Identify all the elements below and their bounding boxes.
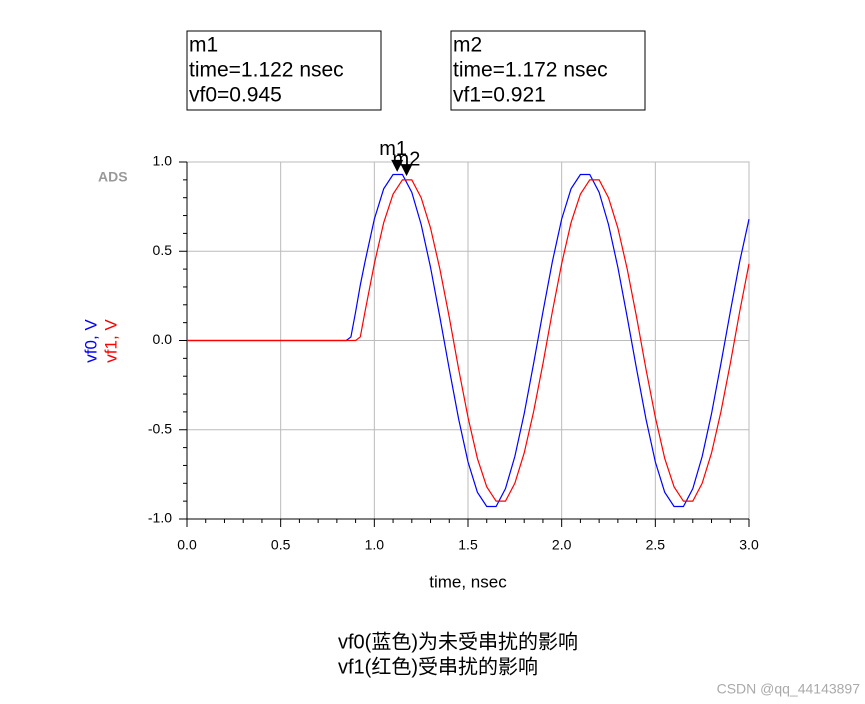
x-tick-label: 1.5 — [458, 537, 478, 553]
marker-box — [450, 30, 646, 111]
y-tick-label: -1.0 — [148, 510, 172, 526]
x-tick-label: 2.0 — [552, 537, 572, 553]
marker-triangle — [391, 159, 404, 172]
x-tick-label: 0.0 — [177, 537, 197, 553]
y-tick-label: -0.5 — [148, 420, 172, 436]
marker-box-time: time=1.172 nsec — [453, 59, 608, 82]
marker-box-time: time=1.122 nsec — [189, 59, 344, 82]
x-tick-label: 2.5 — [646, 537, 666, 553]
x-tick-label: 1.0 — [365, 537, 385, 553]
caption: vf0(蓝色)为未受串扰的影响 — [338, 630, 578, 653]
y-tick-label: 0.5 — [153, 242, 173, 258]
x-tick-label: 0.5 — [271, 537, 291, 553]
y-tick-label: 1.0 — [153, 153, 173, 169]
marker-box-value: vf1=0.921 — [453, 84, 546, 107]
series-line — [187, 173, 750, 508]
watermark: CSDN @qq_44143897 — [717, 681, 861, 697]
marker-box-name: m2 — [453, 34, 482, 57]
caption: vf1(红色)受串扰的影响 — [338, 655, 538, 678]
x-axis-label: time, nsec — [429, 572, 507, 591]
y-axis-label: vf0, V — [81, 319, 100, 363]
ads-badge: ADS — [98, 169, 128, 185]
series-line — [187, 179, 750, 502]
marker-box — [186, 30, 382, 111]
y-tick-label: 0.0 — [153, 331, 173, 347]
marker-label: m1 — [379, 138, 407, 160]
marker-box-value: vf0=0.945 — [189, 84, 282, 107]
x-tick-label: 3.0 — [739, 537, 759, 553]
marker-triangle — [400, 164, 413, 177]
y-axis-label: vf1, V — [101, 319, 120, 363]
marker-label: m2 — [393, 148, 421, 170]
marker-box-name: m1 — [189, 34, 218, 57]
